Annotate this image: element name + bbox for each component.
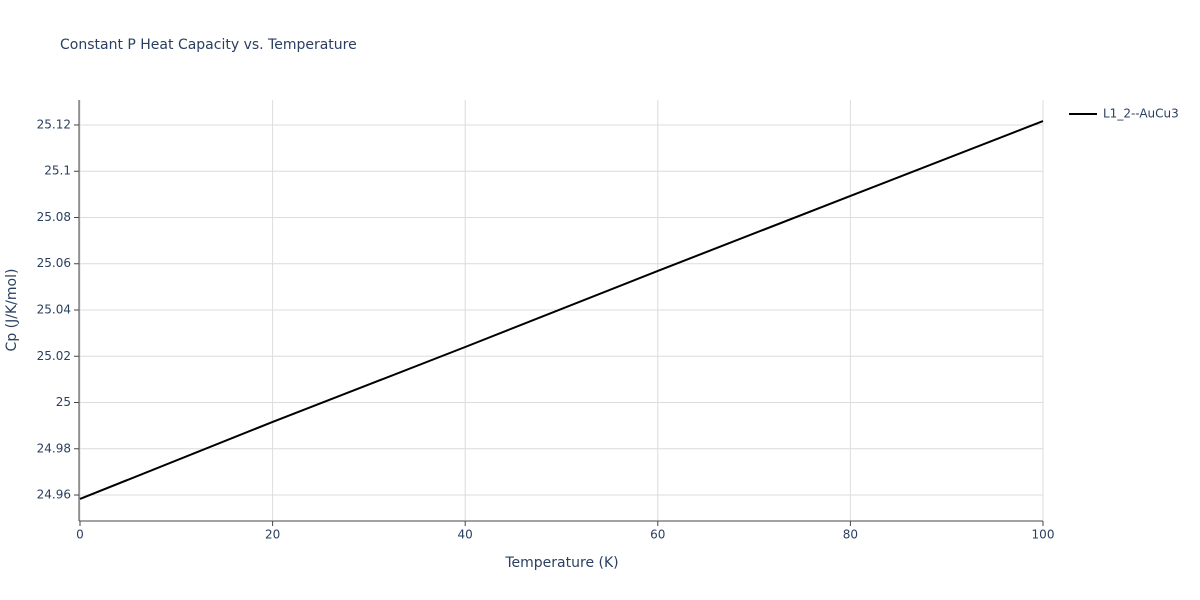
y-axis-title: Cp (J/K/mol): [4, 269, 20, 352]
y-tick-label: 24.96: [37, 488, 71, 502]
x-tick-label: 0: [76, 528, 84, 542]
chart-title: Constant P Heat Capacity vs. Temperature: [60, 37, 357, 53]
x-tick-label: 40: [458, 528, 473, 542]
x-tick-label: 80: [843, 528, 858, 542]
y-tick-label: 25.04: [37, 303, 71, 317]
x-axis-title: Temperature (K): [504, 555, 618, 571]
data-line: [79, 120, 1044, 500]
y-tick-label: 25.12: [37, 117, 71, 131]
y-tick-label: 25.08: [37, 210, 71, 224]
y-tick-label: 25: [56, 395, 71, 409]
legend-label: L1_2--AuCu3: [1103, 107, 1179, 121]
y-tick-label: 25.02: [37, 349, 71, 363]
y-tick-label: 24.98: [37, 441, 71, 455]
y-tick-label: 25.1: [44, 164, 71, 178]
y-tick-label: 25.06: [37, 256, 71, 270]
x-tick-label: 60: [650, 528, 665, 542]
x-tick-label: 100: [1032, 528, 1055, 542]
x-tick-label: 20: [265, 528, 280, 542]
